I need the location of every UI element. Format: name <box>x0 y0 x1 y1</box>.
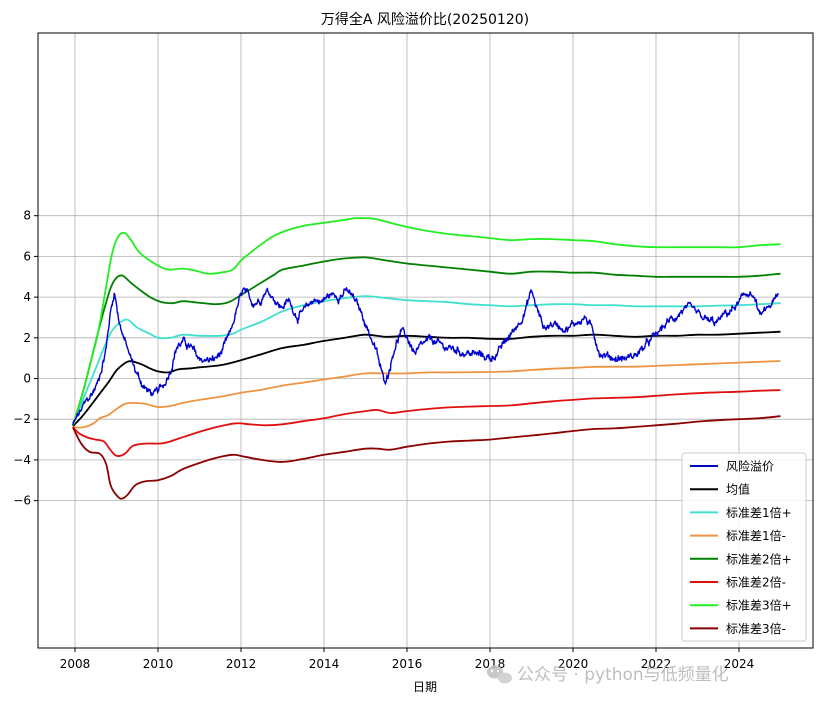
x-tick-label: 2008 <box>60 657 91 671</box>
legend-label-5: 标准差2倍- <box>726 575 786 590</box>
plot-area <box>72 217 781 500</box>
series-line-4 <box>72 256 781 426</box>
legend-label-4: 标准差2倍+ <box>726 551 792 566</box>
y-tick-label: −4 <box>13 453 31 467</box>
y-tick-label: −2 <box>13 412 31 426</box>
series-line-3 <box>72 360 781 429</box>
watermark: 公众号 · python与低频量化 <box>487 665 729 685</box>
x-tick-label: 2010 <box>143 657 174 671</box>
y-tick-label: −6 <box>13 494 31 508</box>
series-line-2 <box>72 295 781 426</box>
series-line-0 <box>72 287 780 426</box>
chart-title: 万得全A 风险溢价比(20250120) <box>321 11 529 28</box>
series-line-5 <box>72 389 781 457</box>
legend-label-1: 均值 <box>726 482 750 497</box>
grid-lines <box>38 33 813 648</box>
legend-label-0: 风险溢价 <box>726 459 774 474</box>
legend-label-3: 标准差1倍- <box>726 528 786 543</box>
x-tick-label: 2024 <box>724 657 755 671</box>
legend-label-7: 标准差3倍- <box>726 621 786 636</box>
axis-ticks: 2008 2010 2012 2014 2016 2018 2020 2022 2024−6−4… <box>13 209 754 671</box>
series-line-1 <box>72 330 781 427</box>
axes-frame <box>37 32 814 649</box>
x-axis-label: 日期 <box>413 680 437 694</box>
x-tick-label: 2020 <box>558 657 589 671</box>
y-tick-label: 4 <box>23 290 31 304</box>
x-tick-label: 2012 <box>226 657 257 671</box>
x-tick-label: 2014 <box>309 657 340 671</box>
x-tick-label: 2022 <box>641 657 672 671</box>
legend-label-6: 标准差3倍+ <box>726 598 792 613</box>
y-tick-label: 6 <box>23 249 31 263</box>
y-tick-label: 0 <box>23 372 31 386</box>
legend-box <box>681 452 807 642</box>
series-line-6 <box>72 217 781 426</box>
legend-label-2: 标准差1倍+ <box>726 505 792 520</box>
watermark-text: 公众号 · python与低频量化 <box>517 665 729 685</box>
y-tick-label: 2 <box>23 331 31 345</box>
x-tick-label: 2016 <box>392 657 423 671</box>
wechat-icon <box>487 665 512 684</box>
y-tick-label: 8 <box>23 209 31 223</box>
series-line-7 <box>72 415 781 500</box>
